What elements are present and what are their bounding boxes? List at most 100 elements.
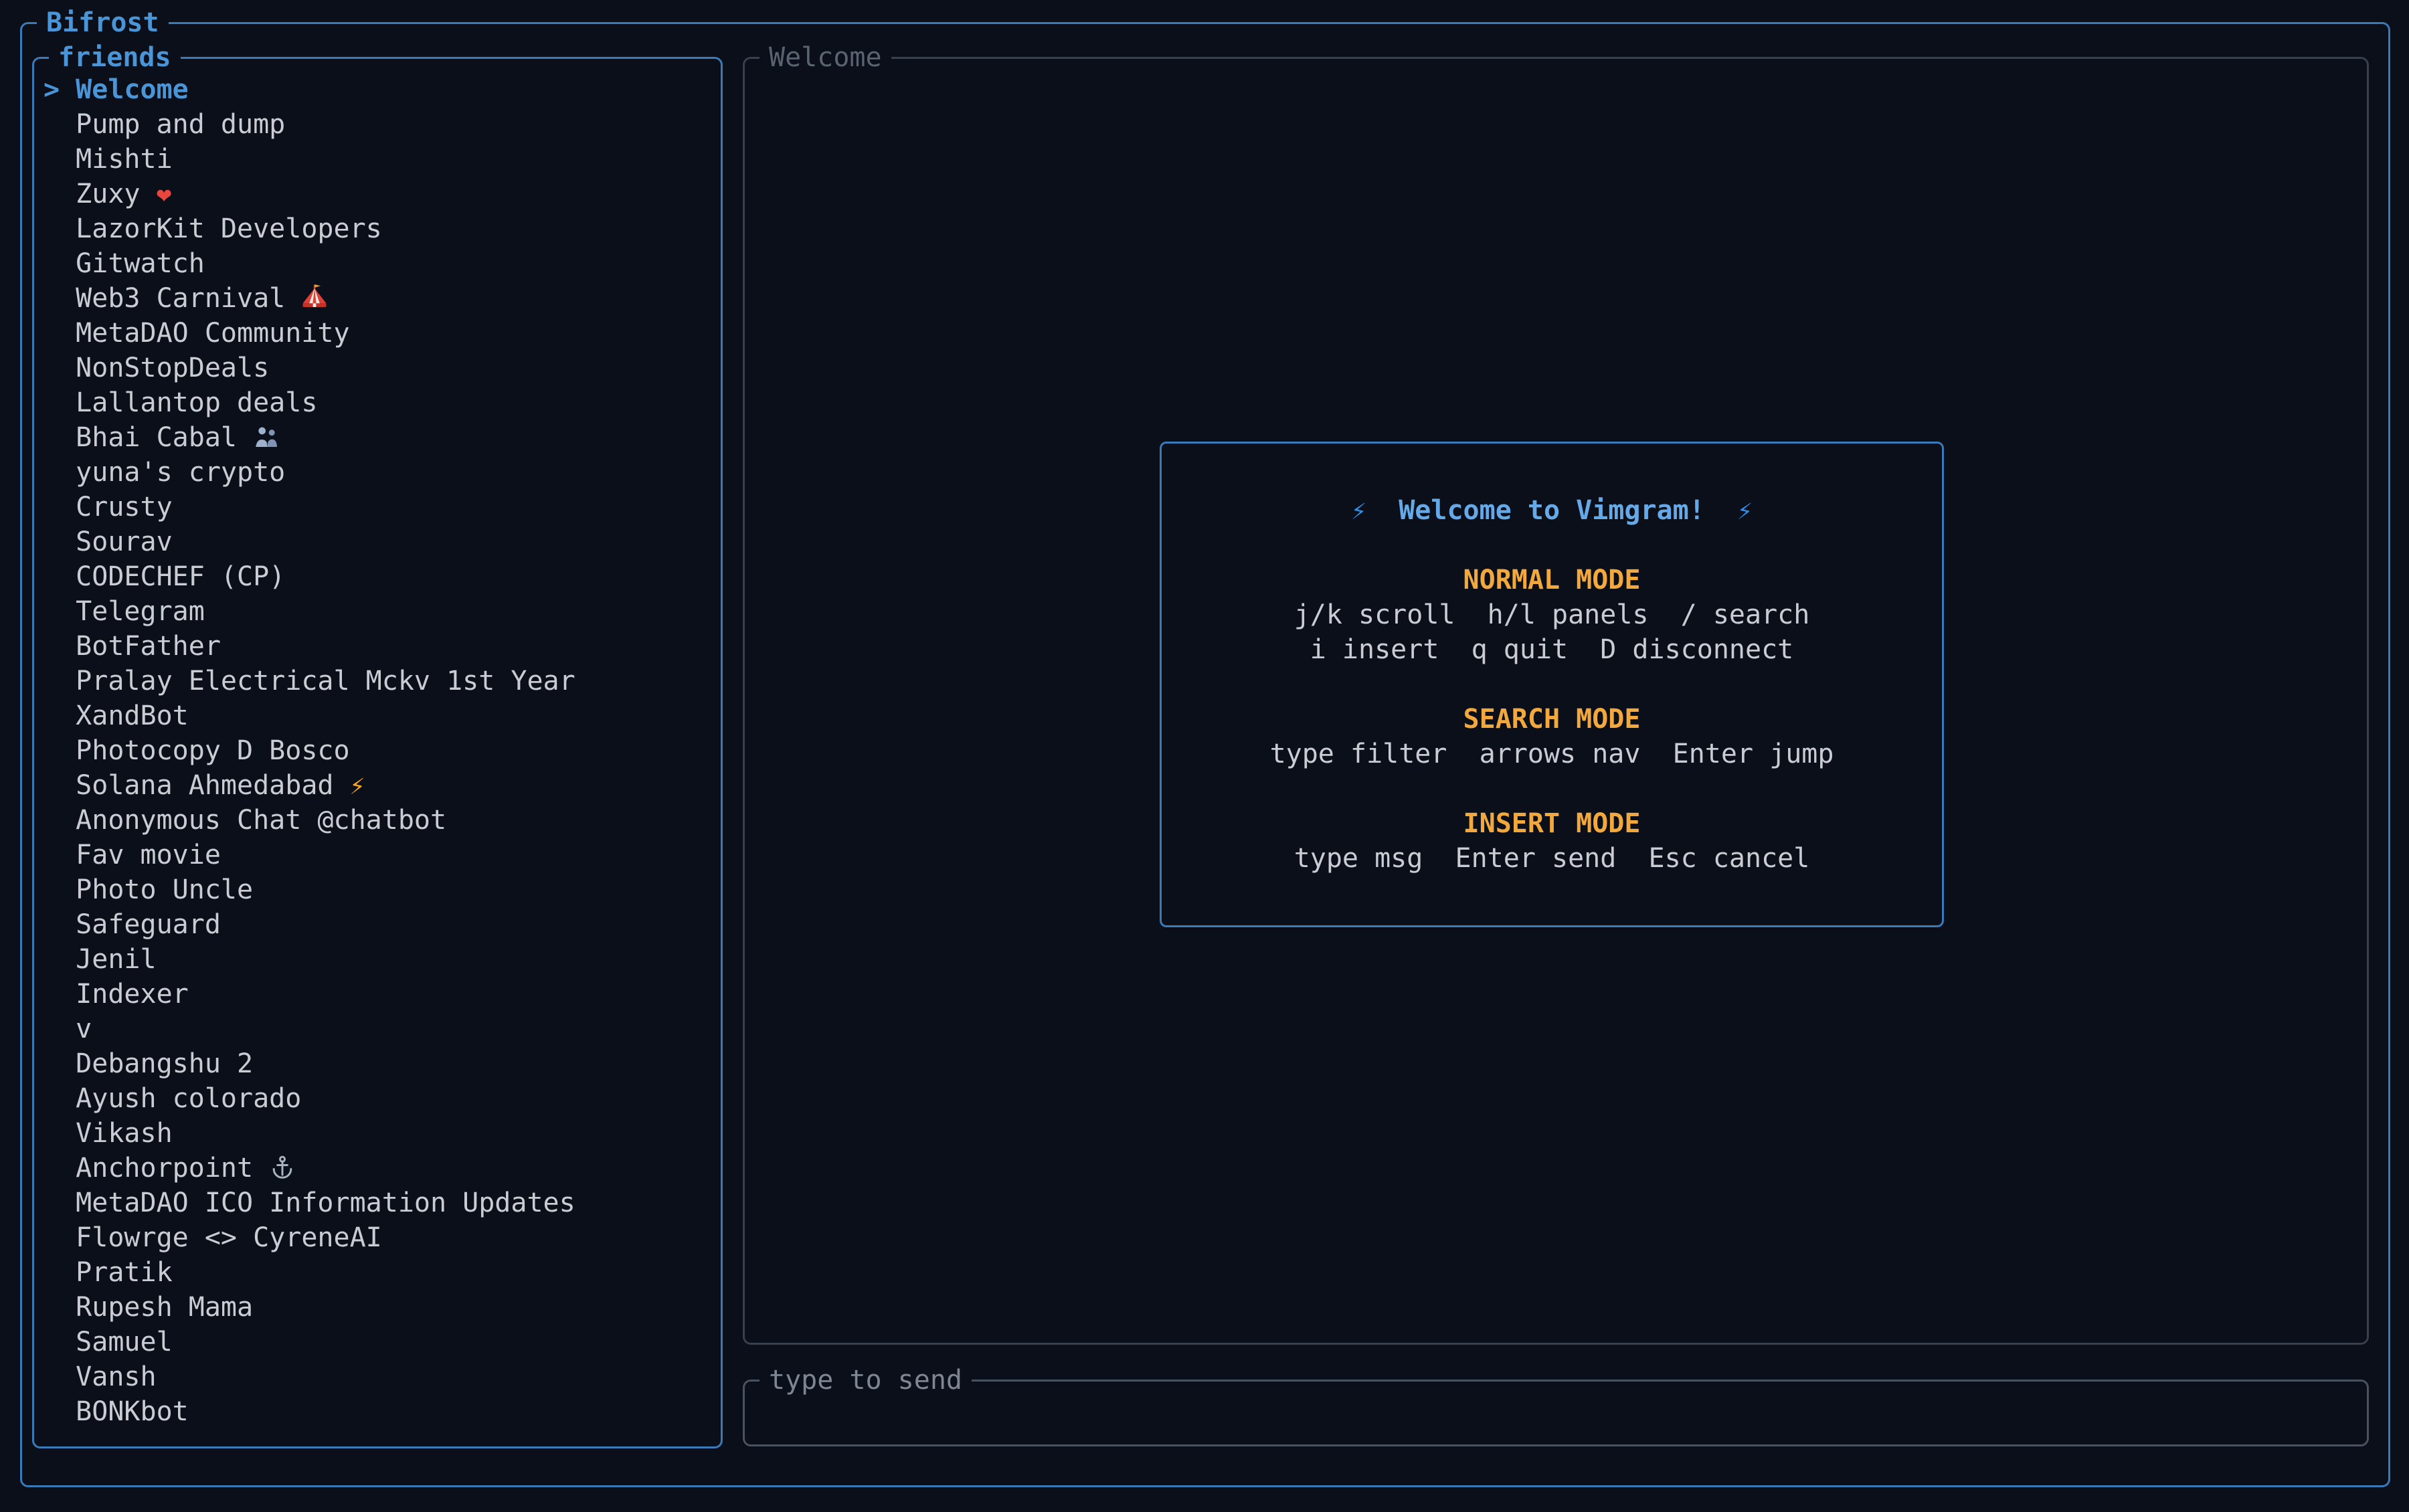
friend-item[interactable]: CODECHEF (CP): [43, 559, 715, 594]
friend-item[interactable]: XandBot: [43, 698, 715, 733]
high-voltage-blue-icon: ⚡: [1351, 496, 1367, 525]
message-input-panel: type to send: [743, 1361, 2369, 1446]
friend-label: Mishti: [76, 144, 173, 175]
friend-item[interactable]: Pump and dump: [43, 107, 715, 142]
selection-gutter: [43, 527, 76, 557]
friend-item[interactable]: NonStopDeals: [43, 351, 715, 385]
friend-label: BONKbot: [76, 1396, 189, 1427]
friend-item[interactable]: v: [43, 1012, 715, 1046]
mode-help-line: type filter arrows nav Enter jump: [1269, 739, 1834, 769]
friend-item[interactable]: Crusty: [43, 490, 715, 525]
friend-label: Pralay Electrical Mckv 1st Year: [76, 666, 575, 696]
selection-gutter: [43, 144, 76, 175]
friend-item[interactable]: yuna's crypto: [43, 455, 715, 490]
friend-item[interactable]: Fav movie: [43, 838, 715, 872]
friend-label: Solana Ahmedabad: [76, 770, 350, 801]
friend-item[interactable]: MetaDAO Community: [43, 316, 715, 351]
friend-label: Pump and dump: [76, 109, 286, 140]
friend-item[interactable]: Vansh: [43, 1359, 715, 1394]
friend-item[interactable]: Ayush colorado: [43, 1081, 715, 1116]
spacer-line: [1162, 667, 1942, 702]
friend-item[interactable]: LazorKit Developers: [43, 211, 715, 246]
friend-item[interactable]: Samuel: [43, 1325, 715, 1359]
friend-label: Anchorpoint: [76, 1153, 270, 1184]
friend-label: Vikash: [76, 1118, 173, 1149]
friend-label: v: [76, 1014, 92, 1044]
selection-gutter: [43, 874, 76, 905]
friend-label: XandBot: [76, 700, 189, 731]
friend-item[interactable]: Mishti: [43, 142, 715, 177]
selection-gutter: [43, 735, 76, 766]
messages-panel: Welcome ⚡ Welcome to Vimgram! ⚡ NORMAL MO…: [743, 39, 2369, 1345]
friend-item[interactable]: Pralay Electrical Mckv 1st Year: [43, 664, 715, 698]
selection-gutter: [43, 666, 76, 696]
friend-item[interactable]: Sourav: [43, 525, 715, 559]
selection-gutter: [43, 596, 76, 627]
friend-label: MetaDAO Community: [76, 318, 350, 349]
selection-gutter: [43, 387, 76, 418]
friend-item[interactable]: Telegram: [43, 594, 715, 629]
friend-item[interactable]: Indexer: [43, 977, 715, 1012]
friend-item[interactable]: BONKbot: [43, 1394, 715, 1429]
selection-gutter: [43, 1222, 76, 1253]
friend-item[interactable]: Lallantop deals: [43, 385, 715, 420]
friend-item[interactable]: > Welcome: [43, 72, 715, 107]
friend-item[interactable]: Web3 Carnival: [43, 281, 715, 316]
selection-gutter: [43, 283, 76, 314]
friend-label: Flowrge <> CyreneAI: [76, 1222, 382, 1253]
selection-gutter: [43, 1153, 76, 1184]
friend-label: LazorKit Developers: [76, 213, 382, 244]
selection-gutter: [43, 109, 76, 140]
selection-gutter: [43, 1327, 76, 1357]
messages-panel-title: Welcome: [760, 39, 891, 76]
friend-label: Crusty: [76, 492, 173, 523]
selection-gutter: [43, 840, 76, 870]
friend-label: Welcome: [76, 74, 189, 105]
friend-item[interactable]: Bhai Cabal: [43, 420, 715, 455]
friend-label: CODECHEF (CP): [76, 561, 286, 592]
friends-panel: friends > Welcome Pump and dump Mishti Z…: [32, 39, 723, 1448]
selection-gutter: [43, 248, 76, 279]
friend-item[interactable]: Anchorpoint: [43, 1151, 715, 1186]
friend-item[interactable]: Photo Uncle: [43, 872, 715, 907]
friend-item[interactable]: Rupesh Mama: [43, 1290, 715, 1325]
friends-panel-title: friends: [49, 39, 181, 76]
friend-item[interactable]: Jenil: [43, 942, 715, 977]
friend-label: Sourav: [76, 527, 173, 557]
friends-list: > Welcome Pump and dump Mishti Zuxy ❤ La…: [43, 72, 715, 1429]
mode-heading: NORMAL MODE: [1463, 565, 1641, 595]
welcome-card-title: ⚡ Welcome to Vimgram! ⚡: [1162, 493, 1942, 528]
selection-gutter: [43, 422, 76, 453]
friend-label: Vansh: [76, 1361, 157, 1392]
friend-item[interactable]: Pratik: [43, 1255, 715, 1290]
friend-item[interactable]: Vikash: [43, 1116, 715, 1151]
friend-label: Pratik: [76, 1257, 173, 1288]
selection-gutter: [43, 213, 76, 244]
anchor-icon: [269, 1153, 296, 1182]
high-voltage-icon: ⚡: [349, 771, 365, 800]
friend-item[interactable]: Zuxy ❤: [43, 177, 715, 211]
app-title: Bifrost: [37, 4, 169, 41]
friend-item[interactable]: BotFather: [43, 629, 715, 664]
message-input[interactable]: [751, 1387, 2360, 1439]
friend-item[interactable]: Solana Ahmedabad ⚡: [43, 768, 715, 803]
mode-help-line: type msg Enter send Esc cancel: [1293, 843, 1810, 874]
friend-item[interactable]: MetaDAO ICO Information Updates: [43, 1186, 715, 1220]
friend-label: Debangshu 2: [76, 1048, 254, 1079]
friend-item[interactable]: Safeguard: [43, 907, 715, 942]
selection-gutter: [43, 1188, 76, 1218]
friend-item[interactable]: Gitwatch: [43, 246, 715, 281]
welcome-card-title-text: Welcome to Vimgram!: [1366, 495, 1737, 526]
friend-item[interactable]: Flowrge <> CyreneAI: [43, 1220, 715, 1255]
friend-item[interactable]: Debangshu 2: [43, 1046, 715, 1081]
spacer-line: [1162, 528, 1942, 563]
friend-label: Photocopy D Bosco: [76, 735, 350, 766]
friend-label: Anonymous Chat @chatbot: [76, 805, 447, 836]
friend-item[interactable]: Anonymous Chat @chatbot: [43, 803, 715, 838]
selection-gutter: [43, 1292, 76, 1323]
welcome-card: ⚡ Welcome to Vimgram! ⚡ NORMAL MODE j/k sc…: [1160, 442, 1944, 927]
selection-gutter: [43, 1396, 76, 1427]
friend-item[interactable]: Photocopy D Bosco: [43, 733, 715, 768]
selection-gutter: [43, 944, 76, 975]
